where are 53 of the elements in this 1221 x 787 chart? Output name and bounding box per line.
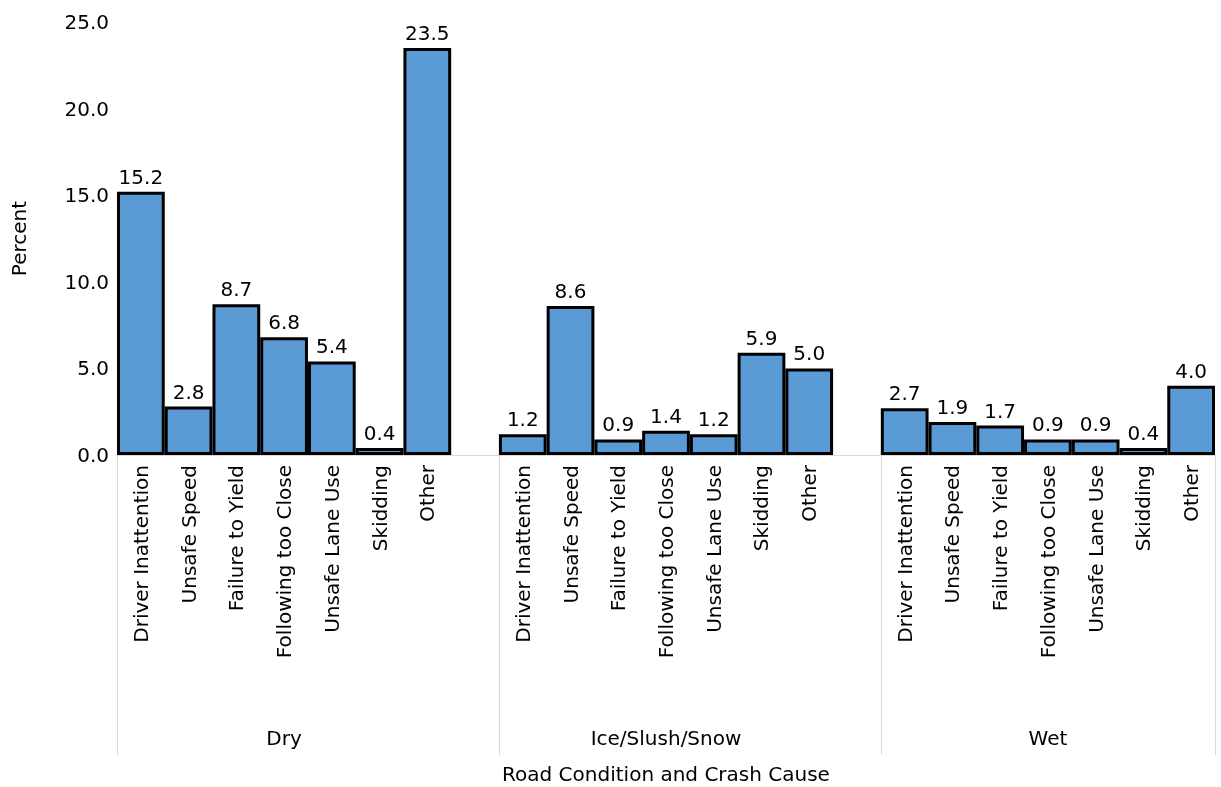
- data-label: 0.9: [1079, 412, 1112, 437]
- x-tick-label: Unsafe Speed: [940, 465, 965, 604]
- data-label: 8.6: [554, 279, 587, 304]
- text: Ice/Slush/Snow: [590, 726, 742, 750]
- data-label: 0.9: [602, 412, 635, 437]
- data-label: 1.2: [697, 407, 730, 432]
- text: Road Condition and Crash Cause: [502, 762, 830, 786]
- data-label: 1.9: [936, 395, 969, 420]
- x-tick-label: Unsafe Lane Use: [701, 465, 726, 633]
- data-label: 5.0: [793, 341, 826, 366]
- x-tick-label: Other: [1179, 464, 1204, 522]
- x-tick-label: Other: [415, 464, 440, 522]
- x-tick-label: Unsafe Speed: [558, 465, 583, 604]
- y-tick-label: 15.0: [64, 183, 109, 208]
- x-tick-label: Skidding: [749, 465, 774, 552]
- data-label: 2.7: [888, 381, 921, 406]
- x-tick-label: Skidding: [1131, 465, 1156, 552]
- y-tick-label: 5.0: [77, 356, 109, 381]
- x-tick-label: Failure to Yield: [224, 465, 249, 612]
- text: Wet: [1028, 726, 1068, 750]
- data-label: 1.4: [650, 403, 682, 428]
- x-tick-label: Failure to Yield: [606, 465, 631, 612]
- data-label: 2.8: [172, 379, 205, 404]
- data-label: 1.2: [506, 407, 539, 432]
- x-tick-label: Following too Close: [272, 465, 297, 659]
- data-label: 23.5: [405, 20, 450, 45]
- data-label: 1.7: [984, 398, 1017, 423]
- data-label: 0.9: [1032, 412, 1064, 437]
- text: Dry: [266, 726, 302, 750]
- data-label: 4.0: [1175, 358, 1208, 383]
- x-tick-label: Driver Inattention: [892, 465, 917, 643]
- data-label: 5.9: [745, 325, 778, 350]
- data-label: 8.7: [220, 277, 253, 302]
- x-tick-label: Other: [797, 464, 822, 522]
- x-tick-label: Unsafe Speed: [176, 465, 201, 604]
- data-label: 0.4: [363, 421, 396, 446]
- y-tick-label: 0.0: [77, 443, 109, 467]
- y-tick-label: 25.0: [64, 10, 109, 34]
- x-tick-label: Following too Close: [1035, 465, 1060, 659]
- x-tick-label: Following too Close: [654, 465, 678, 659]
- x-tick-label: Driver Inattention: [128, 465, 153, 643]
- x-tick-label: Unsafe Lane Use: [319, 465, 344, 633]
- x-tick-label: Driver Inattention: [510, 465, 535, 643]
- x-tick-label: Skidding: [367, 465, 392, 552]
- data-label: 5.4: [315, 334, 348, 359]
- y-axis-title: Percent: [7, 200, 31, 277]
- x-tick-label: Failure to Yield: [988, 465, 1013, 612]
- x-tick-label: Unsafe Lane Use: [1083, 465, 1108, 633]
- y-tick-label: 10.0: [64, 269, 109, 294]
- data-label: 0.4: [1127, 421, 1160, 446]
- data-label: 6.8: [268, 310, 300, 335]
- y-tick-label: 20.0: [64, 96, 109, 121]
- data-label: 15.2: [118, 164, 164, 189]
